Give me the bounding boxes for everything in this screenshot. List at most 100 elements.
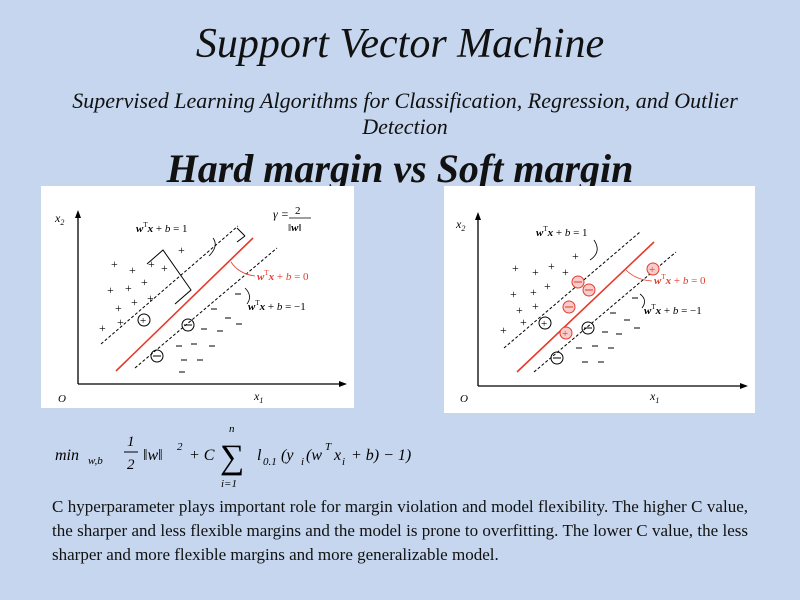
upper-margin-label: wTx + b = 1: [136, 221, 188, 235]
svg-text:+: +: [125, 281, 132, 295]
positive-support-vector-sign: +: [541, 318, 547, 330]
svg-text:+: +: [107, 283, 114, 297]
positive-support-vector: [137, 313, 151, 327]
origin-label: O: [460, 393, 468, 405]
svg-text:+: +: [516, 303, 523, 317]
svg-text:+: +: [562, 328, 568, 340]
svg-text:+: +: [532, 299, 539, 313]
svg-text:+: +: [562, 265, 569, 279]
negative-points: [576, 297, 640, 363]
positive-support-vector: [538, 316, 552, 330]
gamma-numerator: 2: [295, 205, 301, 217]
hard-margin-plot: x2 x1 O wTx + b = 1 γ = 2 ‖w‖ wTx + b = …: [54, 205, 347, 405]
decision-boundary-line: [115, 237, 254, 372]
svg-text:+: +: [572, 249, 579, 263]
y-axis-label: x2: [455, 217, 465, 233]
soft-margin-figure: x2 x1 O wTx + b = 1 wTx + b = 0 wTx + b …: [444, 186, 755, 413]
margin-tick-lower: [236, 235, 246, 243]
lower-margin-label: wTx + b = −1: [248, 299, 306, 313]
formula-loss-args: (y: [281, 447, 294, 464]
formula-graphic: min w,b 1 2 ‖w‖ 2 + C n ∑ i=1 l 0.1 (y i…: [55, 423, 411, 490]
sigma-icon: ∑: [220, 439, 244, 476]
svg-text:+: +: [500, 323, 507, 337]
decision-boundary-line: [516, 241, 655, 373]
upper-label-pointer: [589, 239, 598, 261]
svg-text:+: +: [117, 315, 124, 329]
svg-text:+: +: [115, 301, 122, 315]
svg-text:+: +: [530, 285, 537, 299]
formula-sum-upper: n: [229, 423, 235, 435]
negative-points: [176, 293, 242, 373]
formula-yi-subscript: i: [301, 456, 304, 468]
svg-text:+: +: [141, 275, 148, 289]
formula-sum-lower: i=1: [221, 478, 237, 490]
svg-text:+: +: [532, 265, 539, 279]
lower-label-pointer: [639, 293, 645, 309]
negative-support-vector-2: [550, 351, 564, 365]
svg-text:+: +: [148, 257, 155, 271]
svg-text:+: +: [178, 243, 185, 257]
formula-norm: ‖w‖: [143, 447, 163, 464]
positive-support-vector-sign: +: [140, 315, 146, 327]
margin-bracket: [146, 249, 192, 305]
boundary-label: wTx + b = 0: [654, 273, 706, 287]
x-axis-arrow: [740, 383, 748, 389]
svg-text:+: +: [129, 263, 136, 277]
svg-text:+: +: [512, 261, 519, 275]
y-axis-arrow: [75, 210, 81, 218]
formula-tail: + b) − 1): [351, 447, 411, 464]
upper-label-pointer: [208, 237, 216, 257]
upper-margin-label: wTx + b = 1: [536, 225, 588, 239]
formula-transpose: T: [325, 441, 332, 453]
soft-margin-objective-formula: min w,b 1 2 ‖w‖ 2 + C n ∑ i=1 l 0.1 (y i…: [55, 418, 475, 492]
svg-text:+: +: [111, 257, 118, 271]
formula-loss: l: [257, 447, 262, 464]
negative-support-vector-1: [581, 321, 595, 335]
negative-support-vector-1: [181, 318, 195, 332]
svg-text:+: +: [99, 321, 106, 335]
boundary-label-pointer: [625, 269, 653, 282]
formula-square: 2: [177, 441, 183, 453]
x-axis-arrow: [339, 381, 347, 387]
slide-title: Support Vector Machine: [195, 21, 605, 67]
svg-text:+: +: [161, 261, 168, 275]
section-heading: Hard margin vs Soft margin: [166, 146, 634, 191]
svg-text:+: +: [510, 287, 517, 301]
boundary-label: wTx + b = 0: [257, 269, 309, 283]
formula-xi-subscript: i: [342, 456, 345, 468]
formula-half-denominator: 2: [127, 457, 135, 473]
negative-support-vector-2: [150, 349, 164, 363]
x-axis-label: x1: [649, 389, 659, 405]
positive-points: + + + + ++ + + + + ++ +: [99, 243, 185, 335]
svg-text:+: +: [520, 315, 527, 329]
svg-text:+: +: [649, 264, 655, 276]
formula-min-subscript: w,b: [88, 455, 103, 467]
y-axis-arrow: [475, 212, 481, 220]
soft-margin-plot: x2 x1 O wTx + b = 1 wTx + b = 0 wTx + b …: [455, 212, 748, 405]
lower-margin-label: wTx + b = −1: [644, 303, 702, 317]
violation-positive-1: [646, 262, 660, 276]
boundary-label-pointer: [230, 261, 256, 277]
svg-text:+: +: [544, 279, 551, 293]
slide-subtitle: Supervised Learning Algorithms for Class…: [72, 88, 738, 139]
svg-text:+: +: [131, 295, 138, 309]
formula-plus-c: + C: [189, 447, 215, 464]
gamma-denominator: ‖w‖: [288, 222, 302, 234]
positive-points: + + + + ++ + + + +++: [500, 249, 579, 337]
formula-half-numerator: 1: [127, 434, 135, 450]
svg-text:+: +: [548, 259, 555, 273]
lower-label-pointer: [244, 287, 250, 305]
svg-text:+: +: [147, 291, 154, 305]
x-axis-label: x1: [253, 389, 263, 405]
formula-w: (w: [306, 447, 322, 464]
origin-label: O: [58, 393, 66, 405]
lower-margin-line: [134, 247, 278, 369]
formula-min: min: [55, 447, 79, 464]
hard-margin-figure: x2 x1 O wTx + b = 1 γ = 2 ‖w‖ wTx + b = …: [41, 186, 354, 408]
y-axis-label: x2: [54, 211, 64, 227]
formula-loss-subscript: 0.1: [263, 456, 277, 468]
gamma-label: γ =: [273, 207, 289, 221]
margin-tick-upper: [236, 227, 246, 237]
violation-positive-2: [559, 326, 573, 340]
formula-x: x: [333, 447, 341, 464]
